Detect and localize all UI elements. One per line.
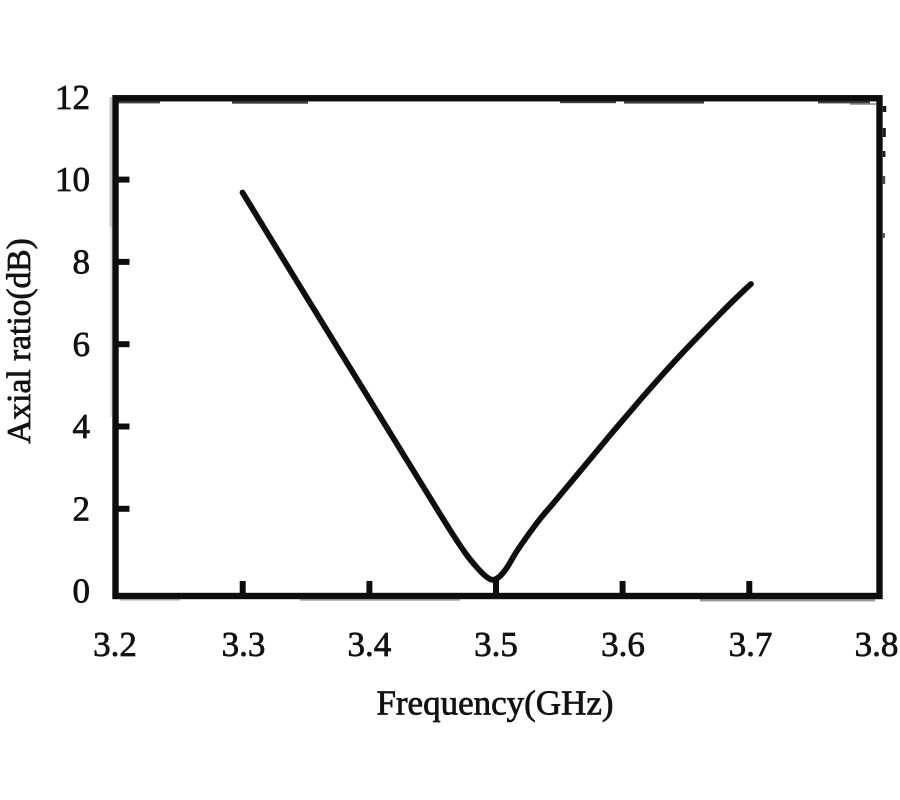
svg-text:6: 6 [73, 325, 91, 364]
svg-text:3.4: 3.4 [348, 625, 392, 664]
svg-text:10: 10 [55, 160, 90, 199]
svg-text:3.8: 3.8 [855, 625, 899, 664]
svg-text:Axial ratio(dB): Axial ratio(dB) [1, 238, 38, 444]
svg-text:Frequency(GHz): Frequency(GHz) [376, 684, 613, 723]
svg-text:3.7: 3.7 [729, 625, 773, 664]
svg-text:2: 2 [73, 489, 91, 528]
svg-text:3.2: 3.2 [93, 625, 137, 664]
svg-text:3.3: 3.3 [222, 625, 266, 664]
svg-text:3.5: 3.5 [474, 625, 518, 664]
svg-text:12: 12 [55, 78, 90, 117]
svg-text:4: 4 [73, 407, 91, 446]
svg-text:0: 0 [73, 572, 91, 611]
svg-text:3.6: 3.6 [601, 625, 645, 664]
svg-text:8: 8 [73, 243, 91, 282]
